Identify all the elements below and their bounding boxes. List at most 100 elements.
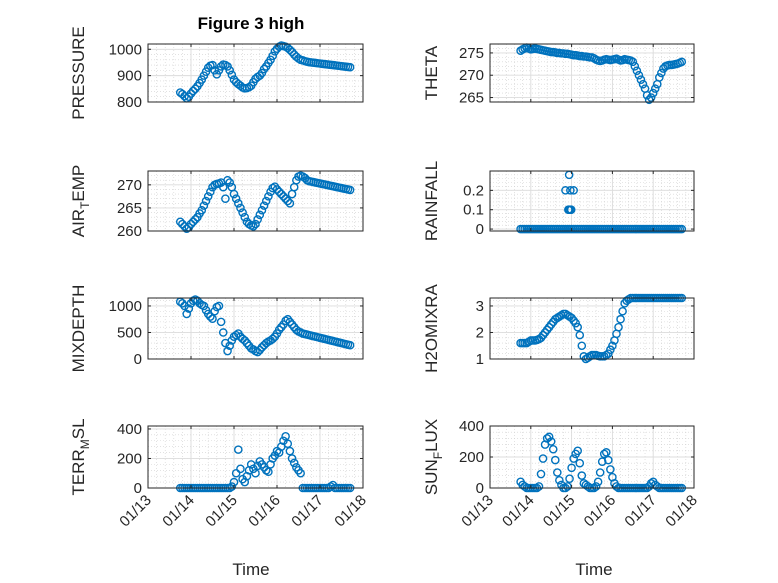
y-axis-label-main: AIR bbox=[69, 209, 88, 237]
data-point bbox=[231, 468, 241, 478]
y-axis-label: RAINFALL bbox=[422, 161, 441, 241]
data-point bbox=[188, 86, 198, 96]
data-point bbox=[261, 196, 271, 206]
y-tick-label: 400 bbox=[459, 418, 484, 435]
axes-box bbox=[489, 170, 695, 232]
y-axis-label-suffix: SL bbox=[69, 418, 88, 439]
data-point bbox=[289, 458, 299, 468]
data-point bbox=[238, 334, 247, 344]
y-axis-label-suffix: LUX bbox=[422, 419, 441, 452]
axes-box bbox=[147, 425, 364, 489]
data-point bbox=[614, 322, 623, 332]
y-axis-label-main: PRESSURE bbox=[69, 26, 88, 120]
data-point bbox=[182, 309, 191, 319]
data-point bbox=[566, 186, 575, 195]
data-point bbox=[608, 341, 617, 351]
data-point bbox=[216, 62, 226, 71]
data-point bbox=[225, 66, 234, 75]
data-point bbox=[575, 458, 585, 468]
y-tick-label: 1000 bbox=[109, 298, 142, 315]
data-point bbox=[197, 205, 207, 215]
data-point bbox=[591, 482, 601, 491]
data-point bbox=[199, 201, 209, 210]
data-point bbox=[221, 194, 230, 203]
y-axis-label: H2OMIXRA bbox=[422, 283, 441, 372]
data-point bbox=[251, 468, 260, 478]
data-point bbox=[257, 343, 267, 352]
data-point bbox=[208, 314, 217, 323]
y-axis-label: TERRMSL bbox=[69, 418, 92, 495]
data-point bbox=[575, 330, 585, 340]
data-point bbox=[601, 448, 611, 457]
data-point bbox=[285, 199, 295, 208]
data-point bbox=[567, 463, 576, 473]
data-point bbox=[190, 215, 200, 224]
data-point bbox=[264, 467, 273, 477]
data-point bbox=[186, 89, 196, 98]
plot-area bbox=[148, 44, 363, 102]
data-point bbox=[184, 304, 194, 313]
data-point bbox=[285, 45, 295, 55]
y-axis-label: THETA bbox=[422, 45, 441, 100]
data-point bbox=[231, 330, 241, 340]
data-point bbox=[268, 51, 278, 61]
subplot-rainfall: 0 0.1 0.2 RAINFALL bbox=[422, 161, 695, 241]
y-tick-label: 270 bbox=[459, 67, 484, 84]
y-axis-label-main: THETA bbox=[422, 45, 441, 100]
data-point bbox=[677, 57, 687, 67]
y-tick-label: 0 bbox=[476, 480, 484, 497]
data-point bbox=[557, 310, 566, 320]
data-point bbox=[240, 212, 250, 222]
data-point bbox=[257, 205, 267, 215]
data-point bbox=[255, 210, 265, 220]
data-point bbox=[520, 482, 529, 491]
data-point bbox=[638, 79, 648, 89]
data-point bbox=[281, 432, 290, 441]
data-point bbox=[565, 474, 574, 484]
y-axis-label-main: TERR bbox=[69, 449, 88, 495]
data-point bbox=[292, 325, 301, 335]
y-axis-label-suffix: EMP bbox=[69, 165, 88, 202]
data-point bbox=[595, 468, 605, 477]
data-point bbox=[287, 47, 297, 57]
axes-box bbox=[147, 297, 364, 360]
data-point bbox=[261, 338, 271, 348]
data-point bbox=[279, 192, 288, 201]
data-point bbox=[274, 187, 284, 197]
data-point bbox=[233, 199, 243, 208]
data-point bbox=[646, 93, 656, 102]
data-point bbox=[287, 454, 297, 463]
data-point bbox=[546, 437, 556, 446]
axes-box bbox=[147, 43, 364, 103]
data-point bbox=[201, 196, 211, 206]
data-point bbox=[548, 444, 558, 454]
figure-title: Figure 3 high bbox=[198, 14, 305, 33]
data-point bbox=[597, 457, 607, 466]
subplot-theta: 265 270 275 THETA bbox=[422, 43, 695, 107]
data-point bbox=[227, 482, 237, 491]
y-axis-label-subscript: F bbox=[431, 452, 445, 459]
data-point bbox=[186, 219, 196, 229]
y-axis-label-main: MIXDEPTH bbox=[69, 285, 88, 373]
data-point bbox=[253, 347, 262, 357]
data-point bbox=[536, 469, 546, 479]
data-point bbox=[268, 334, 278, 344]
y-tick-label: 0.1 bbox=[463, 202, 484, 219]
data-point bbox=[214, 301, 224, 311]
data-point bbox=[593, 477, 603, 487]
data-point bbox=[223, 175, 232, 185]
data-point bbox=[175, 217, 185, 227]
y-tick-label: 200 bbox=[117, 450, 142, 467]
data-point bbox=[223, 346, 232, 356]
subplot-pressure: 800 900 1000 PRESSURE bbox=[69, 26, 364, 120]
y-tick-label: 265 bbox=[117, 200, 142, 217]
data-point bbox=[236, 464, 245, 474]
y-axis-label-main: H2OMIXRA bbox=[422, 283, 441, 372]
y-tick-label: 0 bbox=[134, 480, 142, 497]
y-axis-label: AIRTEMP bbox=[69, 165, 92, 238]
data-point bbox=[345, 62, 355, 72]
y-axis-label: MIXDEPTH bbox=[69, 285, 88, 373]
y-axis-label: SUNFLUX bbox=[422, 419, 445, 495]
data-point bbox=[259, 64, 269, 74]
